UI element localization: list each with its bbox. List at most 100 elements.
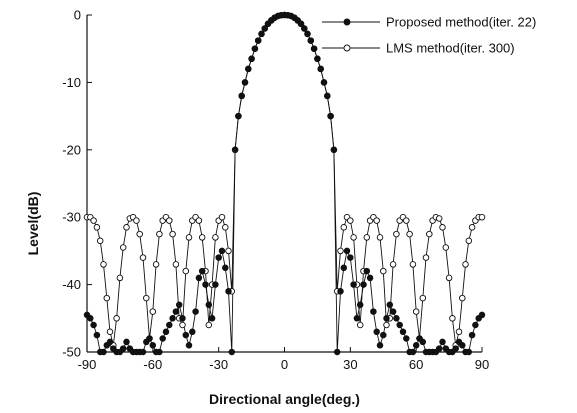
lms-point — [93, 224, 101, 231]
proposed-point — [182, 331, 190, 339]
lms-point — [435, 215, 443, 222]
proposed-point — [363, 267, 371, 275]
proposed-point — [347, 254, 354, 261]
y-axis-title: Level(dB) — [25, 192, 41, 256]
proposed-point — [350, 281, 357, 288]
lms-point — [449, 315, 456, 322]
lms-point — [113, 315, 120, 322]
proposed-point — [149, 342, 157, 349]
lms-point — [198, 234, 206, 241]
proposed-point — [93, 331, 101, 339]
lms-point — [422, 254, 430, 261]
proposed-point — [119, 345, 127, 352]
proposed-point — [301, 25, 308, 32]
lms-point — [426, 230, 433, 238]
proposed-point — [87, 315, 94, 322]
lms-point — [152, 261, 160, 268]
lms-point — [412, 308, 420, 315]
proposed-point — [337, 288, 344, 295]
proposed-point — [218, 247, 226, 255]
lms-point — [182, 267, 190, 275]
proposed-point — [245, 65, 252, 73]
proposed-point — [327, 112, 334, 120]
x-tick-label: -90 — [78, 357, 97, 372]
lms-point — [136, 230, 143, 238]
proposed-point — [90, 321, 97, 329]
proposed-point — [380, 331, 387, 339]
proposed-point — [435, 345, 443, 352]
lms-point — [465, 237, 473, 245]
lms-point — [195, 217, 203, 224]
series-lines — [86, 14, 483, 353]
lms-point — [356, 321, 364, 329]
proposed-point — [222, 264, 229, 272]
proposed-point — [389, 308, 397, 315]
proposed-point — [123, 338, 130, 346]
lms-point — [376, 234, 384, 241]
x-tick-label: 30 — [343, 357, 357, 372]
proposed-point — [324, 92, 331, 100]
lms-point — [442, 244, 450, 251]
proposed-point — [419, 338, 427, 346]
proposed-point — [333, 348, 341, 356]
proposed-point — [396, 321, 403, 329]
lms-point — [96, 237, 104, 245]
proposed-point — [205, 301, 213, 309]
proposed-point — [356, 301, 364, 309]
lms-point — [222, 224, 229, 231]
proposed-point — [248, 55, 255, 63]
proposed-point — [478, 311, 486, 319]
lms-point — [393, 230, 400, 238]
lms-point — [143, 294, 150, 302]
proposed-point — [314, 55, 321, 63]
proposed-point — [330, 146, 338, 154]
proposed-point — [254, 37, 262, 44]
lms-point — [409, 261, 417, 268]
proposed-point — [399, 328, 407, 336]
proposed-point — [162, 328, 170, 336]
proposed-point — [459, 342, 466, 349]
proposed-point — [212, 281, 219, 288]
proposed-point — [472, 321, 479, 329]
proposed-point — [251, 45, 259, 52]
proposed-point — [310, 45, 318, 52]
legend: Proposed method(iter. 22) LMS method(ite… — [322, 15, 536, 56]
x-axis-title: Directional angle(deg.) — [209, 391, 360, 407]
lms-point — [439, 224, 446, 231]
proposed-point — [198, 267, 206, 275]
proposed-point — [231, 146, 239, 154]
lms-point — [106, 328, 114, 336]
proposed-point — [376, 342, 384, 349]
proposed-point — [238, 92, 245, 100]
lms-point — [419, 294, 427, 302]
proposed-point — [383, 315, 390, 322]
lms-point — [103, 294, 111, 302]
lms-point — [100, 261, 107, 268]
x-tick-label: -30 — [209, 357, 228, 372]
lms-point — [468, 224, 476, 231]
legend-marker-lms — [343, 44, 351, 52]
proposed-point — [106, 338, 114, 346]
proposed-point — [215, 254, 222, 261]
lms-point — [156, 230, 163, 238]
proposed-point — [360, 281, 367, 288]
lms-point — [119, 244, 127, 251]
proposed-point — [185, 342, 193, 349]
lms-point — [459, 294, 466, 302]
lms-point — [373, 217, 380, 224]
proposed-point — [373, 328, 380, 336]
lms-point — [406, 230, 413, 238]
lms-point — [116, 274, 124, 282]
y-tick-label: -20 — [62, 142, 81, 157]
lms-point — [462, 261, 469, 268]
lms-point — [218, 213, 226, 221]
proposed-point — [307, 37, 315, 44]
proposed-point — [159, 335, 166, 342]
legend-marker-proposed — [343, 18, 351, 26]
proposed-point — [228, 348, 236, 356]
lms-point — [455, 328, 463, 336]
proposed-point — [412, 342, 420, 349]
lms-point — [185, 234, 193, 241]
proposed-point — [317, 65, 324, 73]
